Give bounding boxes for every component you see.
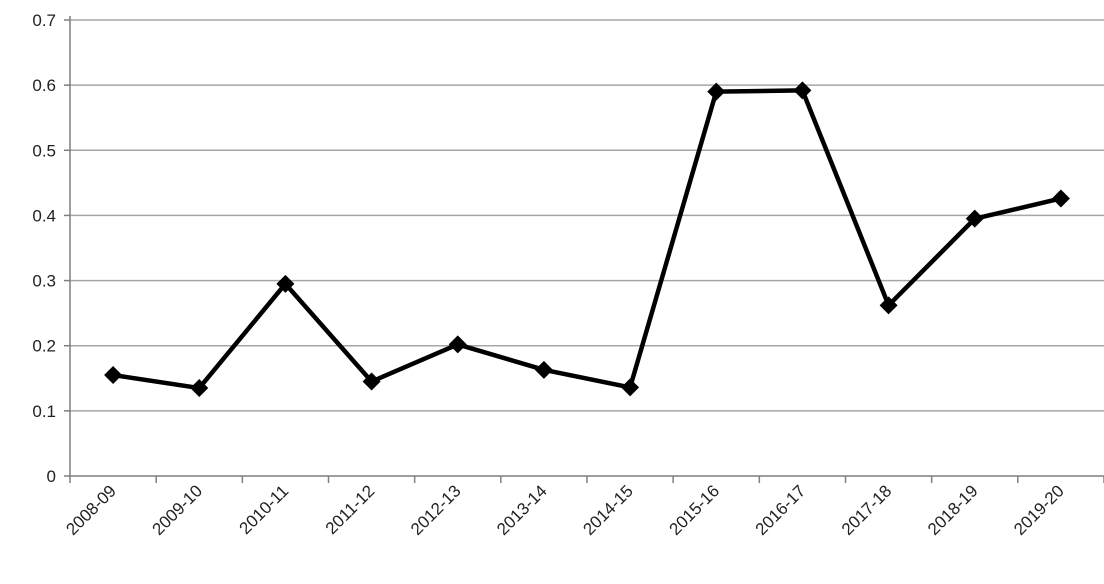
x-tick-label: 2019-20 <box>1010 481 1068 539</box>
data-point-marker <box>793 81 812 100</box>
x-tick-label: 2009-10 <box>149 481 207 539</box>
data-point-marker <box>190 379 209 398</box>
data-point-marker <box>534 360 553 379</box>
x-tick-label: 2013-14 <box>493 481 551 539</box>
x-tick-label: 2016-17 <box>752 481 810 539</box>
series-line <box>112 88 1062 391</box>
series-group <box>104 81 1070 398</box>
data-point-marker <box>104 366 123 385</box>
y-tick-label: 0.5 <box>32 141 56 160</box>
y-tick-label: 0.7 <box>32 11 56 30</box>
x-tick-label: 2010-11 <box>236 481 293 538</box>
data-point-marker <box>276 274 295 293</box>
x-tick-label: 2008-09 <box>62 481 120 539</box>
x-tick-label: 2015-16 <box>666 481 724 539</box>
y-tick-label: 0 <box>47 467 56 486</box>
data-point-marker <box>362 372 381 391</box>
data-point-marker <box>707 82 726 101</box>
data-point-marker <box>621 378 640 397</box>
y-tick-label: 0.3 <box>32 272 56 291</box>
y-tick-label: 0.1 <box>32 402 56 421</box>
y-tick-labels: 0 0.1 0.2 0.3 0.4 0.5 0.6 0.7 <box>32 11 56 486</box>
x-tick-labels: 2008-09 2009-10 2010-11 2011-12 2012-13 2013-… <box>62 481 1067 539</box>
y-tick-label: 0.4 <box>32 206 56 225</box>
y-tick-label: 0.6 <box>32 76 56 95</box>
x-tick-label: 2012-13 <box>407 481 465 539</box>
axes <box>64 16 1104 483</box>
data-point-marker <box>879 296 898 315</box>
x-tick-label: 2011-12 <box>322 481 379 538</box>
data-point-marker <box>448 335 467 354</box>
x-tick-label: 2014-15 <box>579 481 637 539</box>
x-tick-label: 2017-18 <box>838 481 896 539</box>
data-point-marker <box>1051 189 1070 208</box>
data-point-marker <box>965 209 984 228</box>
y-tick-label: 0.2 <box>32 337 56 356</box>
gridlines <box>70 19 1104 412</box>
x-tick-label: 2018-19 <box>924 481 982 539</box>
